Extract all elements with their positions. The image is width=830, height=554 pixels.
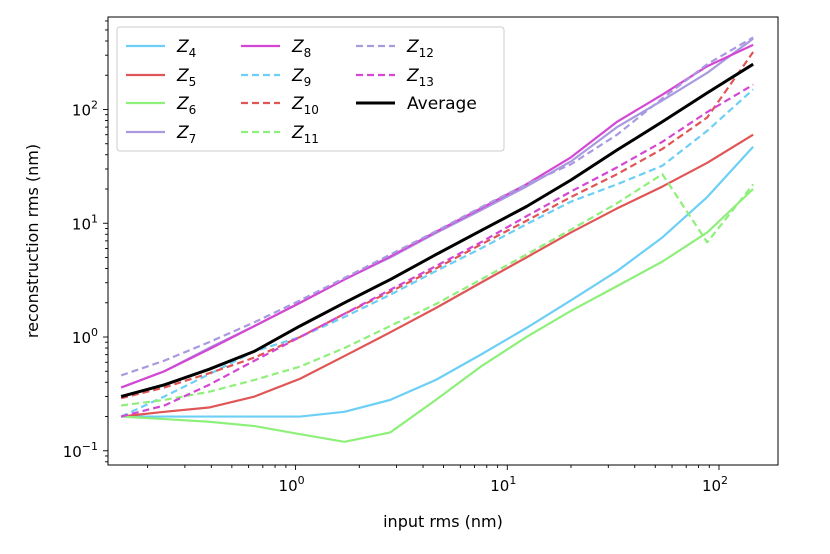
legend-label-average: Average xyxy=(407,94,477,114)
legend-label-z5: Z5 xyxy=(176,66,196,89)
series-line-z9 xyxy=(120,88,754,418)
y-tick-label: 100 xyxy=(72,326,98,347)
series-line-average xyxy=(120,62,754,398)
legend-label-z7: Z7 xyxy=(176,123,196,146)
x-axis-label: input rms (nm) xyxy=(383,512,503,531)
y-tick-label: 10−1 xyxy=(63,440,98,461)
legend-label-z9: Z9 xyxy=(291,66,311,89)
legend-label-z4: Z4 xyxy=(176,37,196,60)
legend-label-z11: Z11 xyxy=(291,123,319,146)
y-tick-label: 102 xyxy=(72,98,98,119)
series-line-z4 xyxy=(121,146,754,418)
y-axis-label: reconstruction rms (nm) xyxy=(23,144,42,338)
legend: Z4 Z5 Z6 Z7 Z8 Z9 Z10 Z11 Z12 Z13 Average xyxy=(116,26,505,152)
legend-label-z8: Z8 xyxy=(291,37,311,60)
legend-label-z6: Z6 xyxy=(176,94,196,117)
legend-label-z12: Z12 xyxy=(406,37,434,60)
legend-box xyxy=(116,26,505,152)
series-layer xyxy=(120,36,755,443)
y-tick-label: 101 xyxy=(72,212,98,233)
series-line-z5 xyxy=(121,133,754,418)
series-line-z6 xyxy=(121,188,754,443)
y-ticks: 10−1 100 101 102 xyxy=(63,20,108,463)
series-line-z12 xyxy=(120,36,754,377)
legend-label-z10: Z10 xyxy=(291,94,319,117)
series-line-z13 xyxy=(120,83,754,418)
x-tick-label: 101 xyxy=(490,474,516,495)
x-ticks: 100 101 102 xyxy=(147,465,728,495)
x-tick-label: 102 xyxy=(702,474,728,495)
x-tick-label: 100 xyxy=(279,474,305,495)
series-line-z10 xyxy=(120,51,755,400)
series-line-z11 xyxy=(121,173,755,407)
legend-label-z13: Z13 xyxy=(406,66,434,89)
